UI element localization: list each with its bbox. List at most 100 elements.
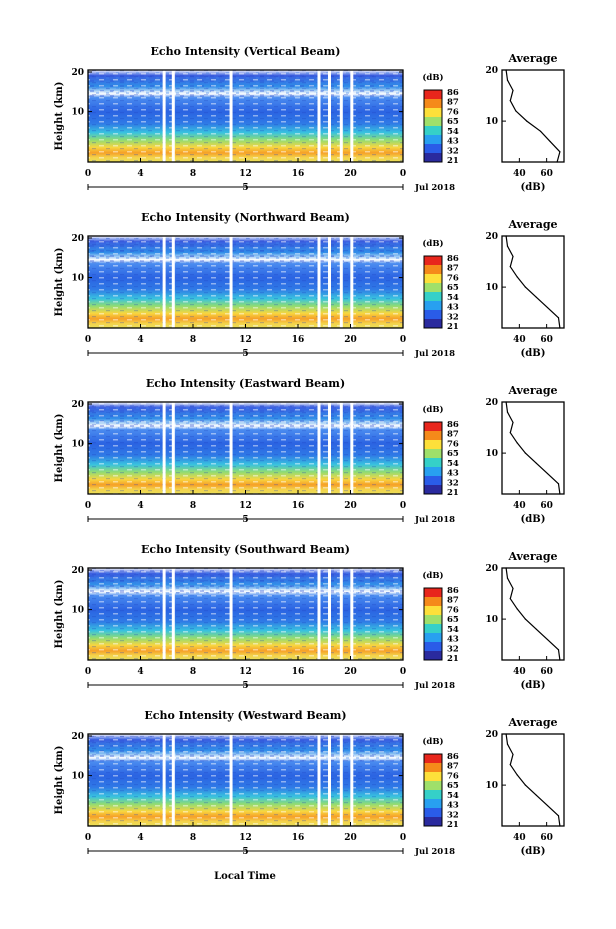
x-tick-label: 20 bbox=[344, 169, 357, 179]
average-profile-line bbox=[505, 567, 561, 661]
data-gap-stripe bbox=[339, 402, 343, 494]
colorbar-tick-label: 86 bbox=[447, 88, 459, 98]
colorbar-tick-label: 21 bbox=[447, 488, 459, 498]
colorbar-tick-label: 21 bbox=[447, 322, 459, 332]
avg-y-tick-label: 20 bbox=[485, 232, 498, 242]
avg-x-tick-label: 60 bbox=[540, 501, 553, 511]
data-gap-stripe bbox=[350, 568, 354, 660]
colorbar-swatch bbox=[424, 99, 442, 109]
data-gap-stripe bbox=[229, 70, 233, 162]
colorbar-tick-label: 76 bbox=[447, 771, 459, 781]
average-title: Average bbox=[507, 716, 557, 729]
colorbar-swatch bbox=[424, 817, 442, 827]
colorbar-swatch bbox=[424, 651, 442, 661]
day-label: 5 bbox=[242, 681, 248, 691]
colorbar-swatch bbox=[424, 449, 442, 459]
colorbar-tick-label: 54 bbox=[447, 791, 459, 801]
colorbar-tick-label: 32 bbox=[447, 478, 459, 488]
y-axis-title: Height (km) bbox=[54, 82, 65, 151]
y-tick-label: 10 bbox=[71, 606, 84, 616]
colorbar-tick-label: 43 bbox=[447, 635, 459, 645]
x-tick-label: 12 bbox=[239, 169, 252, 179]
x-tick-label: 12 bbox=[239, 335, 252, 345]
x-tick-label: 0 bbox=[85, 335, 91, 345]
colorbar-swatch bbox=[424, 108, 442, 118]
x-tick-label: 4 bbox=[137, 501, 143, 511]
avg-y-tick-label: 10 bbox=[485, 781, 498, 791]
colorbar-swatch bbox=[424, 485, 442, 495]
y-tick-label: 20 bbox=[71, 234, 84, 244]
data-gap-stripe bbox=[317, 734, 321, 826]
y-tick-label: 20 bbox=[71, 566, 84, 576]
y-tick-label: 20 bbox=[71, 68, 84, 78]
average-frame bbox=[501, 69, 565, 163]
colorbar-swatch bbox=[424, 274, 442, 284]
avg-x-axis-title: (dB) bbox=[521, 846, 546, 857]
colorbar-swatch bbox=[424, 153, 442, 163]
avg-x-tick-label: 60 bbox=[540, 335, 553, 345]
colorbar-tick-label: 54 bbox=[447, 293, 459, 303]
avg-y-tick-label: 20 bbox=[485, 66, 498, 76]
colorbar-tick-label: 87 bbox=[447, 98, 459, 108]
data-gap-stripe bbox=[171, 734, 175, 826]
x-tick-label: 4 bbox=[137, 667, 143, 677]
x-tick-label: 16 bbox=[292, 667, 305, 677]
x-tick-label: 16 bbox=[292, 833, 305, 843]
x-tick-label: 0 bbox=[400, 833, 406, 843]
day-label: 5 bbox=[242, 515, 248, 525]
panel-title: Echo Intensity (Vertical Beam) bbox=[150, 45, 340, 58]
data-gap-stripe bbox=[328, 734, 331, 826]
average-profile-line bbox=[505, 401, 561, 495]
colorbar-swatch bbox=[424, 615, 442, 625]
avg-x-axis-title: (dB) bbox=[521, 182, 546, 193]
colorbar-swatch bbox=[424, 283, 442, 293]
average-title: Average bbox=[507, 550, 557, 563]
x-tick-label: 20 bbox=[344, 833, 357, 843]
x-tick-label: 4 bbox=[137, 169, 143, 179]
avg-y-tick-label: 20 bbox=[485, 564, 498, 574]
colorbar-tick-label: 21 bbox=[447, 156, 459, 166]
colorbar-frame bbox=[423, 753, 443, 827]
colorbar-swatch bbox=[424, 117, 442, 127]
day-label: 5 bbox=[242, 349, 248, 359]
colorbar-tick-label: 54 bbox=[447, 459, 459, 469]
colorbar-tick-label: 86 bbox=[447, 586, 459, 596]
data-gap-stripe bbox=[317, 568, 321, 660]
data-gap-stripe bbox=[171, 70, 175, 162]
colorbar-swatch bbox=[424, 624, 442, 634]
echo-texture bbox=[88, 734, 403, 826]
colorbar-swatch bbox=[424, 754, 442, 764]
colorbar-tick-label: 65 bbox=[447, 781, 459, 791]
colorbar-swatch bbox=[424, 790, 442, 800]
colorbar-tick-label: 65 bbox=[447, 615, 459, 625]
data-gap-stripe bbox=[229, 402, 233, 494]
data-gap-stripe bbox=[328, 236, 331, 328]
avg-x-axis-title: (dB) bbox=[521, 348, 546, 359]
month-label: Jul 2018 bbox=[414, 349, 455, 359]
colorbar-tick-label: 54 bbox=[447, 127, 459, 137]
colorbar-swatch bbox=[424, 606, 442, 616]
y-tick-label: 20 bbox=[71, 400, 84, 410]
avg-y-tick-label: 10 bbox=[485, 449, 498, 459]
colorbar-swatch bbox=[424, 256, 442, 266]
avg-y-tick-label: 10 bbox=[485, 117, 498, 127]
avg-x-axis-title: (dB) bbox=[521, 514, 546, 525]
data-gap-stripe bbox=[162, 734, 166, 826]
data-gap-stripe bbox=[229, 568, 233, 660]
data-gap-stripe bbox=[171, 236, 175, 328]
colorbar-unit: (dB) bbox=[422, 238, 443, 249]
data-gap-stripe bbox=[171, 568, 175, 660]
data-gap-stripe bbox=[317, 236, 321, 328]
avg-y-tick-label: 20 bbox=[485, 730, 498, 740]
colorbar-tick-label: 87 bbox=[447, 430, 459, 440]
x-tick-label: 0 bbox=[85, 169, 91, 179]
colorbar-swatch bbox=[424, 799, 442, 809]
x-tick-label: 16 bbox=[292, 335, 305, 345]
x-tick-label: 0 bbox=[85, 667, 91, 677]
x-tick-label: 16 bbox=[292, 169, 305, 179]
colorbar-tick-label: 32 bbox=[447, 810, 459, 820]
data-gap-stripe bbox=[162, 568, 166, 660]
x-tick-label: 20 bbox=[344, 501, 357, 511]
data-gap-stripe bbox=[229, 734, 233, 826]
average-profile-line bbox=[505, 235, 561, 329]
